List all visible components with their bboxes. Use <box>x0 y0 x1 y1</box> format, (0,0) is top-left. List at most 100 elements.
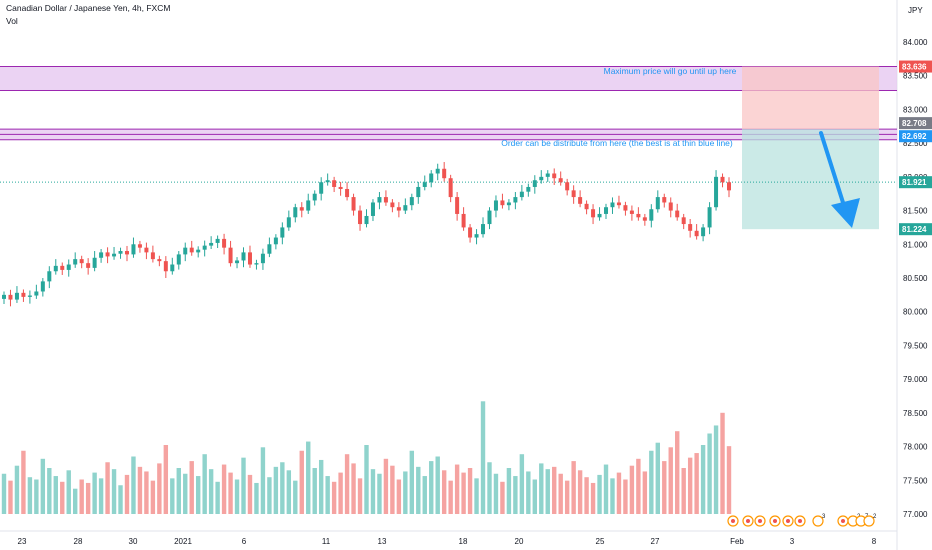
candle-body <box>455 197 460 214</box>
y-tick-label: 78.500 <box>903 409 928 418</box>
volume-bar <box>105 462 110 514</box>
volume-bar <box>79 479 84 514</box>
candle-body <box>636 213 641 218</box>
volume-bar <box>370 469 376 514</box>
volume-bar <box>293 480 298 514</box>
candle-body <box>442 168 447 179</box>
candle-body <box>306 200 311 211</box>
candle-body <box>131 244 136 255</box>
volume-bar <box>98 478 104 514</box>
candle-body <box>571 190 576 198</box>
candle-body <box>519 191 524 198</box>
volume-bar <box>34 479 39 514</box>
price-axis[interactable]: 84.00083.50083.00082.50082.00081.50081.0… <box>903 38 928 519</box>
candle-body <box>597 213 602 218</box>
volume-bar <box>454 464 460 514</box>
currency-label[interactable]: JPY <box>908 6 923 15</box>
candle-body <box>468 227 473 238</box>
volume-bar <box>474 478 479 514</box>
volume-bars <box>1 401 732 514</box>
time-axis[interactable]: 23 28 30 2021 6 11 13 18 20 25 27 Feb 3 8 <box>18 537 877 546</box>
candle-body <box>2 294 6 299</box>
volume-bar <box>422 476 427 514</box>
candle-body <box>53 265 58 272</box>
volume-bar <box>234 479 240 514</box>
candle-body <box>319 182 324 194</box>
volume-bar <box>675 431 680 514</box>
candle-body <box>461 213 466 228</box>
candle-body <box>578 197 583 204</box>
y-tick-label: 77.000 <box>903 510 928 519</box>
price-label-badge <box>899 223 932 236</box>
candle-body <box>506 202 511 206</box>
price-label-text: 82.708 <box>902 119 927 128</box>
candle-body <box>416 186 421 198</box>
candle-body <box>422 182 427 187</box>
candle-body <box>137 244 142 248</box>
volume-bar <box>435 456 440 514</box>
y-tick-label: 81.500 <box>903 207 928 216</box>
x-tick-label: 6 <box>242 537 247 546</box>
candle-body <box>267 244 272 254</box>
volume-bar <box>260 447 266 514</box>
volume-bar <box>21 450 26 514</box>
price-label-text: 82.692 <box>902 132 927 141</box>
candle-body <box>493 200 498 211</box>
volume-bar <box>616 472 622 514</box>
candle-body <box>196 249 201 253</box>
volume-bar <box>396 479 402 514</box>
downward-arrow-shaft <box>819 131 848 214</box>
x-tick-label: 18 <box>459 537 468 546</box>
volume-bar <box>40 458 46 514</box>
volume-bar <box>338 472 343 514</box>
volume-bar <box>377 473 382 514</box>
volume-bar <box>603 464 609 514</box>
volume-bar <box>668 447 673 514</box>
volume-bar <box>247 474 253 514</box>
volume-bar <box>448 480 453 514</box>
candle-body <box>584 203 589 210</box>
x-tick-label: 28 <box>74 537 83 546</box>
volume-bar <box>318 459 324 514</box>
volume-bar <box>493 473 499 514</box>
event-flag-dot <box>841 519 845 523</box>
volume-bar <box>170 478 175 514</box>
event-marker <box>863 515 875 527</box>
volume-bar <box>66 470 71 514</box>
volume-bar <box>707 433 712 514</box>
candle-body <box>396 207 401 211</box>
candle-body <box>616 202 621 206</box>
volume-bar <box>623 479 628 514</box>
candle-body <box>150 252 155 260</box>
volume-bar <box>409 450 415 514</box>
volume-label[interactable]: Vol <box>6 16 18 26</box>
y-tick-label: 83.500 <box>903 72 928 81</box>
volume-bar <box>383 458 389 514</box>
candle-body <box>60 265 65 270</box>
candle-body <box>124 251 129 255</box>
volume-bar <box>280 462 285 514</box>
candle-body <box>312 193 317 201</box>
candle-body <box>8 294 13 300</box>
candle-body <box>390 202 395 208</box>
candle-body <box>247 252 252 265</box>
x-tick-label: 8 <box>872 537 877 546</box>
candle-body <box>241 252 246 261</box>
volume-bar <box>519 454 525 514</box>
volume-bar <box>564 480 570 514</box>
candle-body <box>409 197 414 206</box>
event-marker <box>812 515 824 527</box>
candle-body <box>707 207 712 228</box>
volume-bar <box>480 401 486 514</box>
candle-body <box>299 207 304 211</box>
volume-bar <box>649 450 654 514</box>
volume-bar <box>539 463 544 514</box>
candle-body <box>86 263 91 268</box>
candle-body <box>487 210 492 225</box>
event-flag-dot <box>746 519 750 523</box>
candle-body <box>662 197 667 203</box>
volume-bar <box>47 468 52 514</box>
candle-body <box>34 291 39 296</box>
volume-bar <box>202 454 207 514</box>
